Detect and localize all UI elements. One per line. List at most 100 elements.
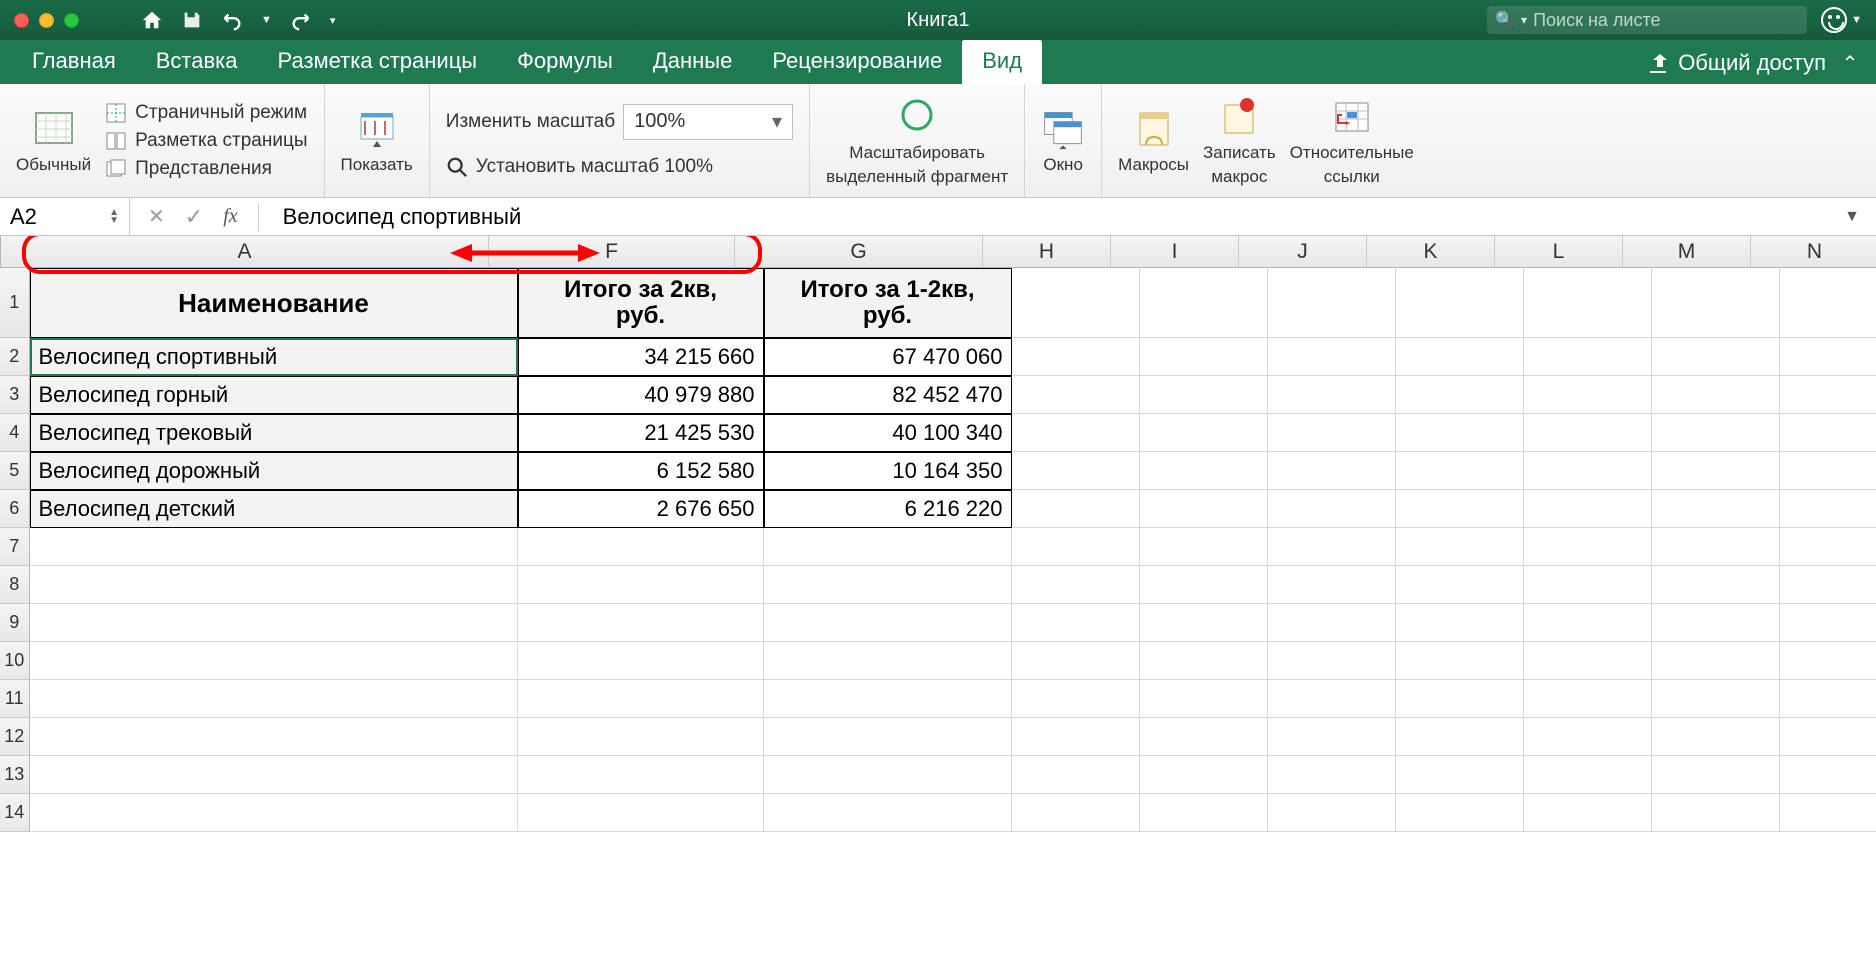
- cell[interactable]: [30, 528, 518, 566]
- record-macro-button[interactable]: Записать макрос: [1203, 95, 1276, 187]
- cell[interactable]: [1396, 680, 1524, 718]
- undo-icon[interactable]: [221, 9, 243, 31]
- redo-icon[interactable]: [290, 9, 312, 31]
- cell[interactable]: [1524, 604, 1652, 642]
- tab-разметка страницы[interactable]: Разметка страницы: [258, 39, 498, 84]
- cell[interactable]: 40 100 340: [764, 414, 1012, 452]
- cell[interactable]: Велосипед дорожный: [30, 452, 518, 490]
- cell[interactable]: [1140, 680, 1268, 718]
- cell[interactable]: [1652, 490, 1780, 528]
- cell[interactable]: [518, 756, 764, 794]
- relative-refs-button[interactable]: Относительные ссылки: [1290, 95, 1414, 187]
- cell[interactable]: [1396, 452, 1524, 490]
- column-header-N[interactable]: N: [1751, 236, 1876, 267]
- tab-данные[interactable]: Данные: [633, 39, 752, 84]
- cell[interactable]: [1396, 528, 1524, 566]
- column-header-A[interactable]: A: [1, 236, 489, 267]
- cell[interactable]: [1524, 452, 1652, 490]
- cell[interactable]: [764, 604, 1012, 642]
- cell[interactable]: [1780, 268, 1876, 338]
- cell[interactable]: [1524, 338, 1652, 376]
- cell[interactable]: [1780, 604, 1876, 642]
- cell[interactable]: [1012, 604, 1140, 642]
- row-header-1[interactable]: 1: [0, 268, 30, 338]
- row-header-13[interactable]: 13: [0, 756, 30, 794]
- cells-area[interactable]: НаименованиеИтого за 2кв,руб.Итого за 1-…: [30, 268, 1876, 832]
- cell[interactable]: 40 979 880: [518, 376, 764, 414]
- cell[interactable]: [1652, 680, 1780, 718]
- cell[interactable]: [518, 794, 764, 832]
- cell[interactable]: [1652, 642, 1780, 680]
- cell[interactable]: [1524, 642, 1652, 680]
- formula-bar-expand-button[interactable]: ▼: [1828, 208, 1876, 226]
- cell[interactable]: [1140, 376, 1268, 414]
- cell[interactable]: [30, 566, 518, 604]
- column-header-I[interactable]: I: [1111, 236, 1239, 267]
- cell[interactable]: [1652, 376, 1780, 414]
- home-icon[interactable]: [141, 9, 163, 31]
- cancel-formula-button[interactable]: ✕: [148, 204, 165, 229]
- cell[interactable]: [30, 794, 518, 832]
- collapse-ribbon-button[interactable]: ⌃: [1836, 51, 1864, 76]
- row-header-8[interactable]: 8: [0, 566, 30, 604]
- cell[interactable]: [1268, 452, 1396, 490]
- cell[interactable]: [1524, 794, 1652, 832]
- cell[interactable]: [1396, 756, 1524, 794]
- row-header-3[interactable]: 3: [0, 376, 30, 414]
- cell[interactable]: [1396, 338, 1524, 376]
- row-header-4[interactable]: 4: [0, 414, 30, 452]
- cell[interactable]: [1652, 756, 1780, 794]
- formula-input[interactable]: Велосипед спортивный: [277, 204, 522, 230]
- cell[interactable]: [1396, 794, 1524, 832]
- cell[interactable]: Велосипед детский: [30, 490, 518, 528]
- cell[interactable]: [518, 604, 764, 642]
- cell[interactable]: [1140, 414, 1268, 452]
- row-header-6[interactable]: 6: [0, 490, 30, 528]
- cell[interactable]: [1524, 718, 1652, 756]
- window-button[interactable]: Окно: [1041, 107, 1085, 175]
- cell[interactable]: [1524, 566, 1652, 604]
- cell[interactable]: [518, 680, 764, 718]
- cell[interactable]: [1652, 566, 1780, 604]
- cell[interactable]: [1652, 528, 1780, 566]
- cell[interactable]: 21 425 530: [518, 414, 764, 452]
- spreadsheet-grid[interactable]: AFGHIJKLMN 1234567891011121314 Наименова…: [0, 236, 1876, 976]
- tab-главная[interactable]: Главная: [12, 39, 136, 84]
- page-layout-view-button[interactable]: Разметка страницы: [105, 130, 307, 152]
- cell[interactable]: [1140, 338, 1268, 376]
- zoom-to-selection-button[interactable]: Масштабировать выделенный фрагмент: [826, 95, 1008, 187]
- cell[interactable]: [1780, 756, 1876, 794]
- cell[interactable]: [1140, 794, 1268, 832]
- row-header-9[interactable]: 9: [0, 604, 30, 642]
- cell[interactable]: [1652, 718, 1780, 756]
- cell[interactable]: [1524, 268, 1652, 338]
- confirm-formula-button[interactable]: ✓: [185, 204, 203, 230]
- macros-button[interactable]: Макросы: [1118, 107, 1189, 175]
- cell[interactable]: [1012, 718, 1140, 756]
- undo-dropdown-icon[interactable]: ▼: [261, 14, 272, 26]
- cell[interactable]: [1140, 452, 1268, 490]
- cell[interactable]: [1780, 414, 1876, 452]
- cell[interactable]: [1140, 718, 1268, 756]
- cell[interactable]: [764, 718, 1012, 756]
- cell[interactable]: [1780, 376, 1876, 414]
- row-header-5[interactable]: 5: [0, 452, 30, 490]
- cell[interactable]: [1268, 566, 1396, 604]
- cell[interactable]: [1268, 604, 1396, 642]
- cell[interactable]: [1012, 338, 1140, 376]
- zoom-input[interactable]: 100%▾: [623, 104, 793, 140]
- cell[interactable]: [1140, 268, 1268, 338]
- cell[interactable]: 34 215 660: [518, 338, 764, 376]
- cell[interactable]: [1268, 718, 1396, 756]
- cell[interactable]: [1780, 452, 1876, 490]
- tab-вид[interactable]: Вид: [962, 39, 1042, 84]
- cell[interactable]: [764, 680, 1012, 718]
- cell[interactable]: [1012, 268, 1140, 338]
- column-header-G[interactable]: G: [735, 236, 983, 267]
- cell[interactable]: [1140, 756, 1268, 794]
- page-break-view-button[interactable]: Страничный режим: [105, 102, 307, 124]
- cell[interactable]: [1780, 338, 1876, 376]
- cell[interactable]: [1780, 642, 1876, 680]
- column-header-K[interactable]: K: [1367, 236, 1495, 267]
- cell[interactable]: [1140, 528, 1268, 566]
